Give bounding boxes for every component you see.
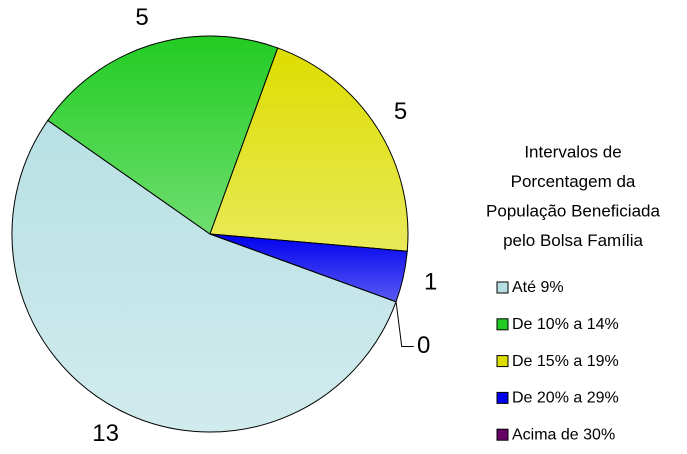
legend-title: pelo Bolsa Família bbox=[503, 231, 643, 250]
legend-swatch bbox=[496, 391, 509, 404]
legend-title: População Beneficiada bbox=[486, 201, 660, 220]
legend-label: De 10% a 14% bbox=[512, 316, 619, 333]
legend-title: Intervalos de bbox=[524, 142, 621, 161]
legend-label: De 20% a 29% bbox=[512, 390, 619, 407]
data-label: 5 bbox=[394, 98, 407, 125]
legend-title: Porcentagem da bbox=[511, 172, 636, 191]
legend-swatch bbox=[496, 355, 509, 368]
pie-slice bbox=[209, 233, 397, 303]
legend-label: Até 9% bbox=[512, 279, 564, 296]
legend-label: De 15% a 19% bbox=[512, 353, 619, 370]
data-label: 5 bbox=[135, 4, 148, 31]
pie-slice bbox=[11, 119, 397, 433]
data-label: 0 bbox=[417, 332, 430, 359]
pie-slice bbox=[209, 47, 409, 252]
leader-line bbox=[395, 301, 414, 347]
legend-swatch bbox=[496, 428, 509, 441]
data-label: 1 bbox=[424, 268, 437, 295]
legend-swatch bbox=[496, 318, 509, 331]
legend-label: Acima de 30% bbox=[512, 426, 615, 443]
pie-slice bbox=[47, 35, 279, 235]
legend-swatch bbox=[496, 281, 509, 294]
data-label: 13 bbox=[92, 420, 119, 447]
